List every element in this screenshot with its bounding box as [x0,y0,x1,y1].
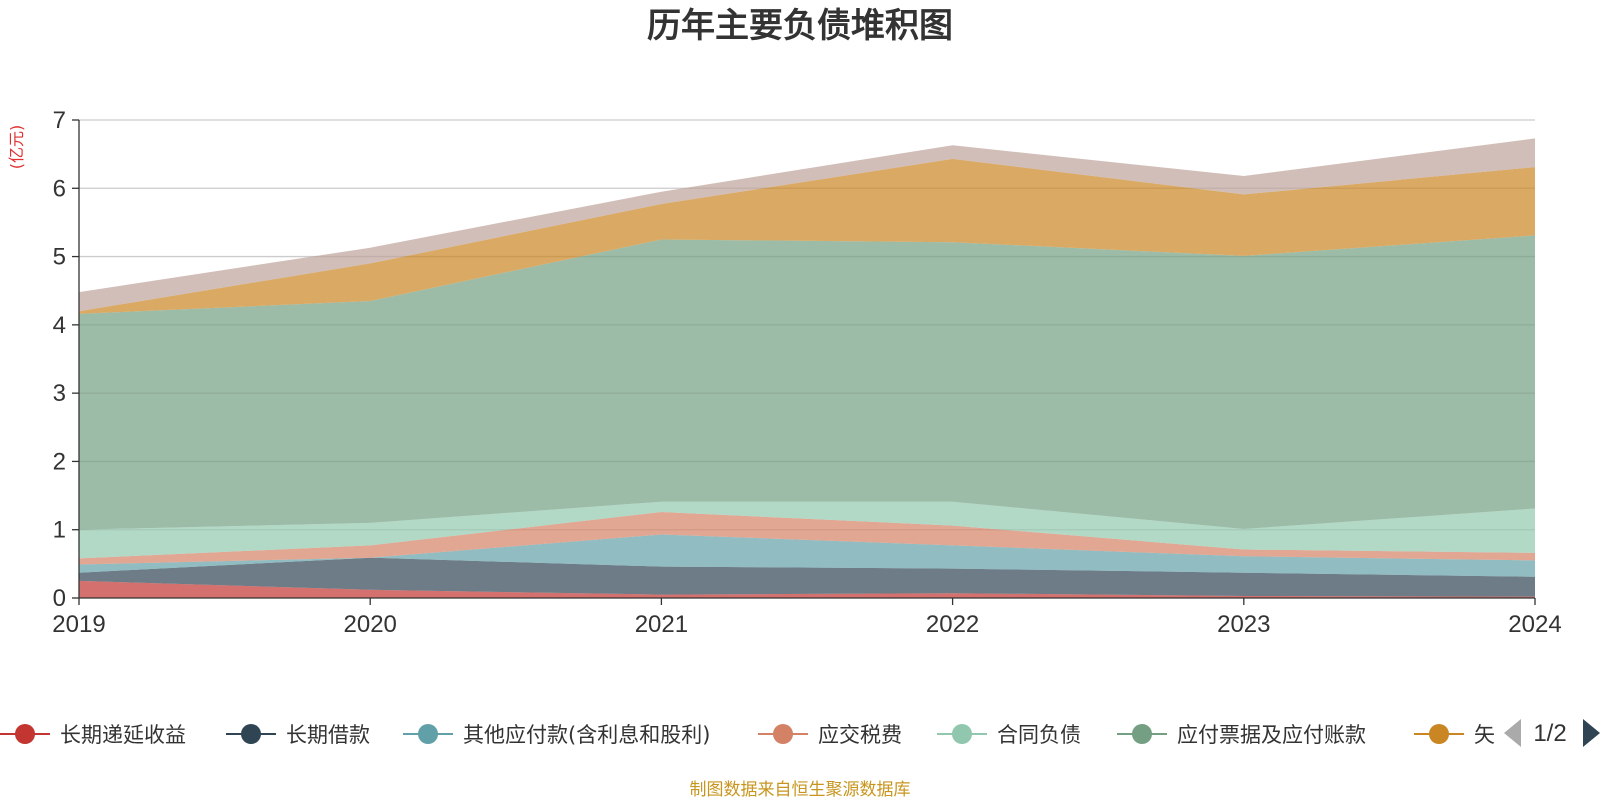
legend-label: 应付票据及应付账款 [1177,723,1366,747]
legend-page-indicator: 1/2 [1533,720,1566,747]
y-tick-label: 3 [53,380,66,407]
legend-marker-icon [15,724,35,744]
legend-item[interactable]: 其他应付款(含利息和股利) [403,723,710,747]
legend-label: 长期借款 [286,723,370,747]
legend-label: 其他应付款(含利息和股利) [463,723,710,747]
legend-label: 合同负债 [997,723,1081,747]
legend-prev-page-icon[interactable] [1504,719,1521,747]
legend-marker-icon [241,724,261,744]
data-source-footer: 制图数据来自恒生聚源数据库 [690,780,911,800]
legend-item[interactable]: 长期借款 [226,723,370,747]
legend-item[interactable]: 应付票据及应付账款 [1117,723,1366,747]
area-series [79,138,1535,598]
legend-marker-icon [1132,724,1152,744]
legend-item[interactable]: 应交税费 [758,723,902,747]
legend-marker-icon [952,724,972,744]
y-tick-label: 2 [53,448,66,475]
y-tick-label: 0 [53,585,66,612]
y-tick-label: 4 [53,312,66,339]
chart-title: 历年主要负债堆积图 [647,6,953,46]
area-series-4 [79,512,1535,565]
legend-next-page-icon[interactable] [1583,719,1600,747]
x-tick-label: 2021 [635,611,688,638]
x-tick-label: 2023 [1217,611,1270,638]
legend-item[interactable]: 长期递延收益 [0,723,186,747]
x-tick-label: 2024 [1508,611,1561,638]
y-tick-label: 5 [53,244,66,271]
legend-marker-icon [773,724,793,744]
x-tick-label: 2022 [926,611,979,638]
legend-item[interactable]: 矢 [1414,723,1495,747]
legend-item[interactable]: 合同负债 [937,723,1081,747]
y-tick-label: 7 [53,107,66,134]
y-axis-unit-label: (亿元) [7,125,26,170]
legend-label: 矢 [1474,723,1495,747]
area-series-3 [79,534,1535,577]
area-series-7 [79,158,1535,314]
legend-label: 长期递延收益 [60,723,186,747]
legend-pager: 1/2 [1504,719,1600,747]
axes: 0 1 2 3 4 5 6 7 2019 2020 2021 2022 2023 2024 [52,107,1561,638]
legend-label: 应交税费 [818,723,902,747]
legend-marker-icon [1429,724,1449,744]
area-series-2 [79,557,1535,597]
x-tick-label: 2020 [344,611,397,638]
area-series-6 [79,235,1535,530]
area-series-1 [79,580,1535,598]
area-series-5 [79,501,1535,559]
legend: 长期递延收益 长期借款 其他应付款(含利息和股利) 应交税费 合同负债 应付票据及应付账款… [0,723,1495,747]
area-series-8 [79,138,1535,312]
y-tick-label: 1 [53,517,66,544]
x-tick-label: 2019 [52,611,105,638]
legend-marker-icon [418,724,438,744]
y-tick-label: 6 [53,175,66,202]
